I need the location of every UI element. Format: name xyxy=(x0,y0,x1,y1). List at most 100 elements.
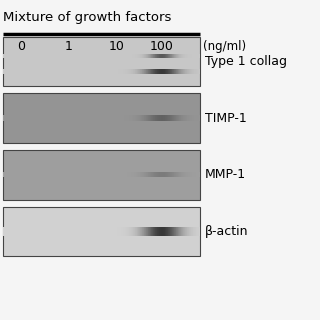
Bar xyxy=(44,227,45,236)
Bar xyxy=(169,227,170,236)
Bar xyxy=(111,69,112,74)
Bar xyxy=(176,115,177,121)
Bar xyxy=(197,115,198,121)
Bar xyxy=(85,227,86,236)
Bar xyxy=(64,54,65,58)
Bar xyxy=(45,227,46,236)
Bar xyxy=(148,115,149,121)
Bar xyxy=(11,115,12,121)
Bar xyxy=(44,172,45,177)
Bar xyxy=(135,115,136,121)
Bar xyxy=(43,172,44,177)
Bar xyxy=(132,227,133,236)
Bar xyxy=(197,69,198,74)
Bar xyxy=(139,227,140,236)
Bar xyxy=(113,54,114,58)
Bar xyxy=(121,54,122,58)
Bar xyxy=(138,227,139,236)
Bar xyxy=(54,54,55,58)
Bar xyxy=(117,69,118,74)
Bar xyxy=(26,227,27,236)
Bar xyxy=(25,115,26,121)
Bar xyxy=(89,227,90,236)
Bar xyxy=(179,227,180,236)
Bar xyxy=(88,115,89,121)
Bar xyxy=(53,227,54,236)
Bar xyxy=(157,54,158,58)
Bar xyxy=(99,227,100,236)
Bar xyxy=(51,227,52,236)
Bar xyxy=(193,69,194,74)
Bar xyxy=(87,54,88,58)
Bar xyxy=(166,54,167,58)
Bar xyxy=(56,227,57,236)
Bar xyxy=(107,227,108,236)
Bar xyxy=(199,115,200,121)
Bar xyxy=(33,54,34,58)
Bar xyxy=(109,54,110,58)
Bar xyxy=(128,115,129,121)
Bar xyxy=(86,172,87,177)
Bar xyxy=(119,115,120,121)
Bar xyxy=(163,227,164,236)
Bar xyxy=(25,54,26,58)
Bar xyxy=(195,227,196,236)
Bar xyxy=(5,227,6,236)
Bar xyxy=(158,54,159,58)
Bar xyxy=(182,69,183,74)
Bar xyxy=(55,54,56,58)
Bar xyxy=(22,54,23,58)
Bar xyxy=(99,115,100,121)
Bar xyxy=(124,69,125,74)
Bar xyxy=(58,54,59,58)
Bar xyxy=(122,69,123,74)
Bar xyxy=(83,54,84,58)
Bar xyxy=(40,54,41,58)
Bar xyxy=(181,115,182,121)
Bar xyxy=(65,54,66,58)
Bar xyxy=(150,227,151,236)
Bar xyxy=(144,54,145,58)
Text: MMP-1: MMP-1 xyxy=(205,168,246,181)
Bar xyxy=(187,69,188,74)
Bar xyxy=(156,115,157,121)
Bar xyxy=(155,172,156,177)
Bar xyxy=(27,227,28,236)
Bar xyxy=(59,115,60,121)
Bar xyxy=(137,69,138,74)
Bar xyxy=(21,172,22,177)
Bar xyxy=(182,54,183,58)
Bar xyxy=(71,172,72,177)
Bar xyxy=(12,69,13,74)
Bar xyxy=(118,54,119,58)
Bar xyxy=(48,227,49,236)
Bar xyxy=(32,69,33,74)
Bar xyxy=(178,54,179,58)
Bar xyxy=(192,69,193,74)
Bar xyxy=(4,69,5,74)
Bar xyxy=(48,115,49,121)
Bar xyxy=(60,172,61,177)
Bar xyxy=(8,54,9,58)
Bar xyxy=(175,227,176,236)
Bar xyxy=(17,115,18,121)
Bar xyxy=(180,227,181,236)
Bar xyxy=(112,172,113,177)
Bar xyxy=(177,115,178,121)
Bar xyxy=(171,54,172,58)
Bar xyxy=(126,69,127,74)
Bar xyxy=(160,115,161,121)
Bar xyxy=(44,115,45,121)
Bar xyxy=(91,227,92,236)
Bar xyxy=(60,69,61,74)
Bar xyxy=(19,115,20,121)
Bar xyxy=(82,54,83,58)
Bar xyxy=(163,69,164,74)
Bar xyxy=(44,69,45,74)
Bar xyxy=(85,69,86,74)
Bar xyxy=(129,115,130,121)
Bar xyxy=(18,172,19,177)
Bar xyxy=(113,227,114,236)
Bar xyxy=(42,227,43,236)
Bar xyxy=(193,115,194,121)
